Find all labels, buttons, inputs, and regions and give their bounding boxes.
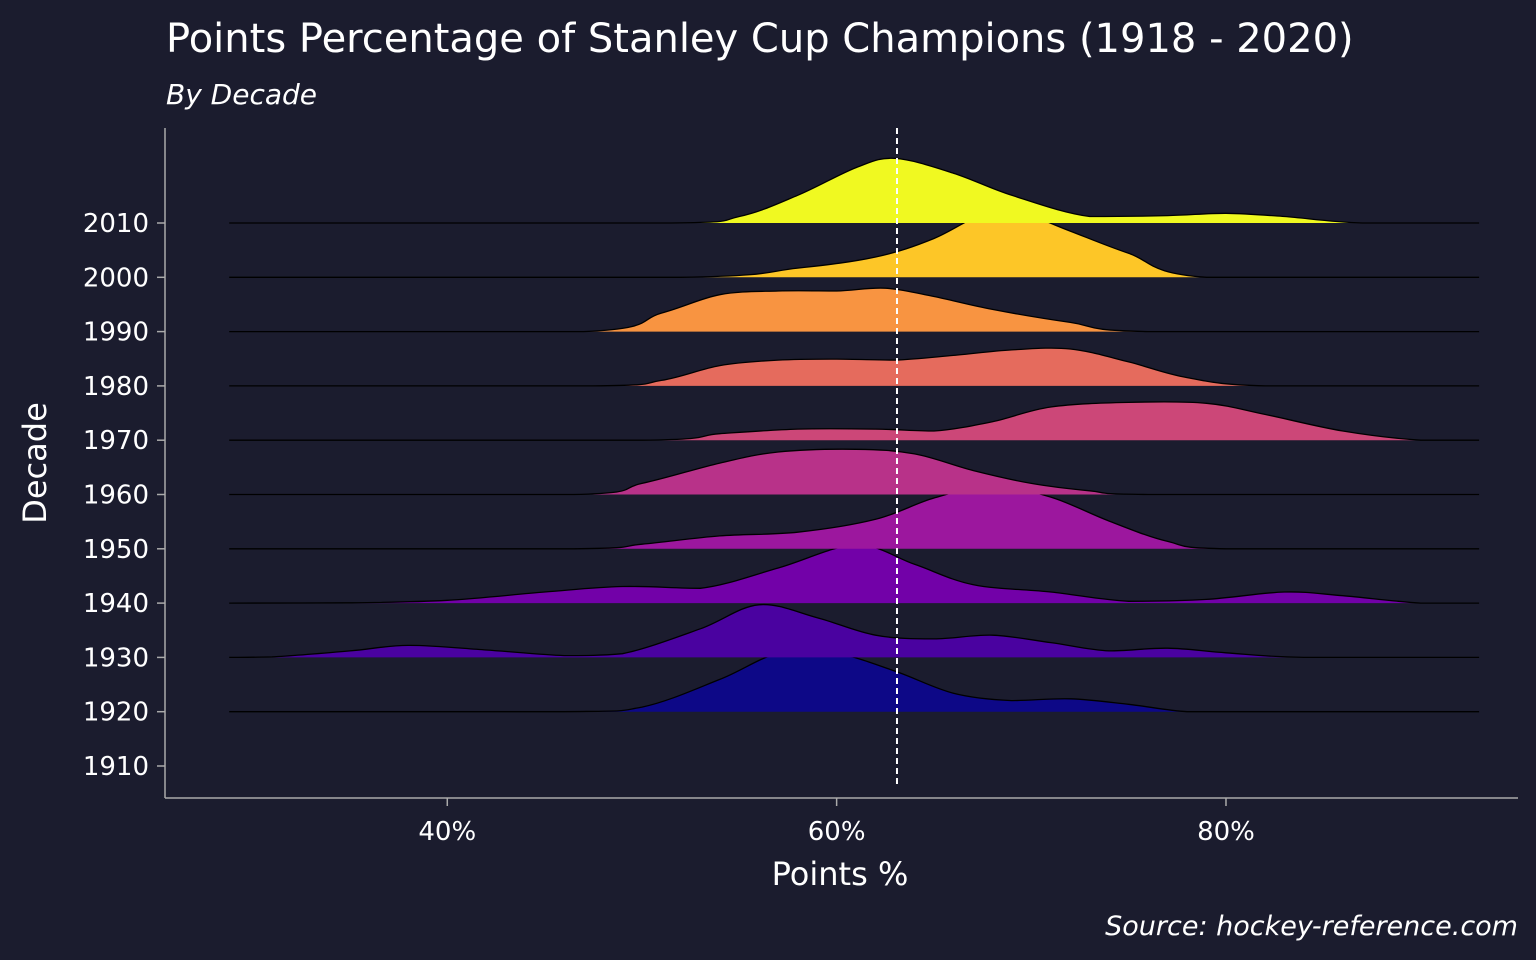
y-tick-label-1970: 1970 (83, 426, 149, 456)
chart-subtitle: By Decade (166, 78, 317, 111)
y-tick-label-1910: 1910 (83, 752, 149, 782)
ridge-outline-1960 (229, 448, 1480, 496)
y-tick-label-1950: 1950 (83, 535, 149, 565)
y-tick-label-2010: 2010 (83, 209, 149, 239)
x-tick-label-40: 40% (418, 817, 476, 847)
source-caption: Source: hockey-reference.com (1105, 911, 1518, 942)
ridge-area-1950 (229, 485, 1480, 549)
ridge-1940 (229, 544, 1480, 604)
ridge-1920 (229, 650, 1480, 713)
x-ticks: 40% 60% 80% (418, 798, 1255, 847)
y-tick-label-1930: 1930 (83, 643, 149, 673)
ridge-area-2010 (229, 158, 1480, 223)
ridge-1970 (229, 401, 1480, 441)
y-tick-label-1990: 1990 (83, 318, 149, 348)
ridges (229, 157, 1480, 713)
ridge-outline-1940 (229, 544, 1480, 604)
ridge-outline-1990 (229, 287, 1480, 333)
x-axis-title: Points % (772, 855, 909, 893)
ridge-1930 (229, 603, 1480, 659)
ridge-area-1990 (229, 288, 1480, 332)
ridge-outline-1980 (229, 347, 1480, 387)
ridge-1990 (229, 287, 1480, 333)
y-axis-title: Decade (16, 402, 54, 524)
x-tick-label-80: 80% (1197, 817, 1255, 847)
ridge-area-1940 (229, 544, 1480, 604)
ridge-outline-2010 (229, 157, 1480, 224)
chart-title: Points Percentage of Stanley Cup Champio… (166, 16, 1354, 62)
ridge-outline-1930 (229, 603, 1480, 659)
y-ticks: 2010 2000 1990 1980 1970 1960 1950 1940 1930 1920… (83, 209, 165, 782)
ridge-area-1960 (229, 449, 1480, 495)
axes (164, 128, 1518, 799)
y-tick-label-1980: 1980 (83, 372, 149, 402)
ridge-area-2000 (229, 208, 1480, 278)
ridge-1950 (229, 485, 1480, 550)
y-tick-label-1940: 1940 (83, 589, 149, 619)
ridge-area-1920 (229, 650, 1480, 712)
ridge-1960 (229, 448, 1480, 496)
ridge-outline-1970 (229, 401, 1480, 441)
x-tick-label-60: 60% (808, 817, 866, 847)
ridge-area-1980 (229, 348, 1480, 386)
ridge-area-1930 (229, 604, 1480, 658)
ridge-2010 (229, 157, 1480, 224)
y-tick-label-2000: 2000 (83, 263, 149, 293)
ridge-area-1970 (229, 401, 1480, 441)
ridge-outline-1920 (229, 650, 1480, 713)
ridge-1980 (229, 347, 1480, 387)
y-tick-label-1960: 1960 (83, 481, 149, 511)
y-tick-label-1920: 1920 (83, 698, 149, 728)
ridge-outline-1950 (229, 485, 1480, 550)
